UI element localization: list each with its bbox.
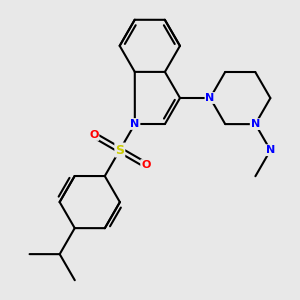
Text: N: N (251, 119, 260, 129)
Text: S: S (115, 143, 124, 157)
Text: O: O (141, 160, 151, 170)
Text: N: N (130, 119, 140, 129)
Text: N: N (206, 93, 215, 103)
Text: N: N (266, 145, 275, 155)
Text: O: O (89, 130, 98, 140)
